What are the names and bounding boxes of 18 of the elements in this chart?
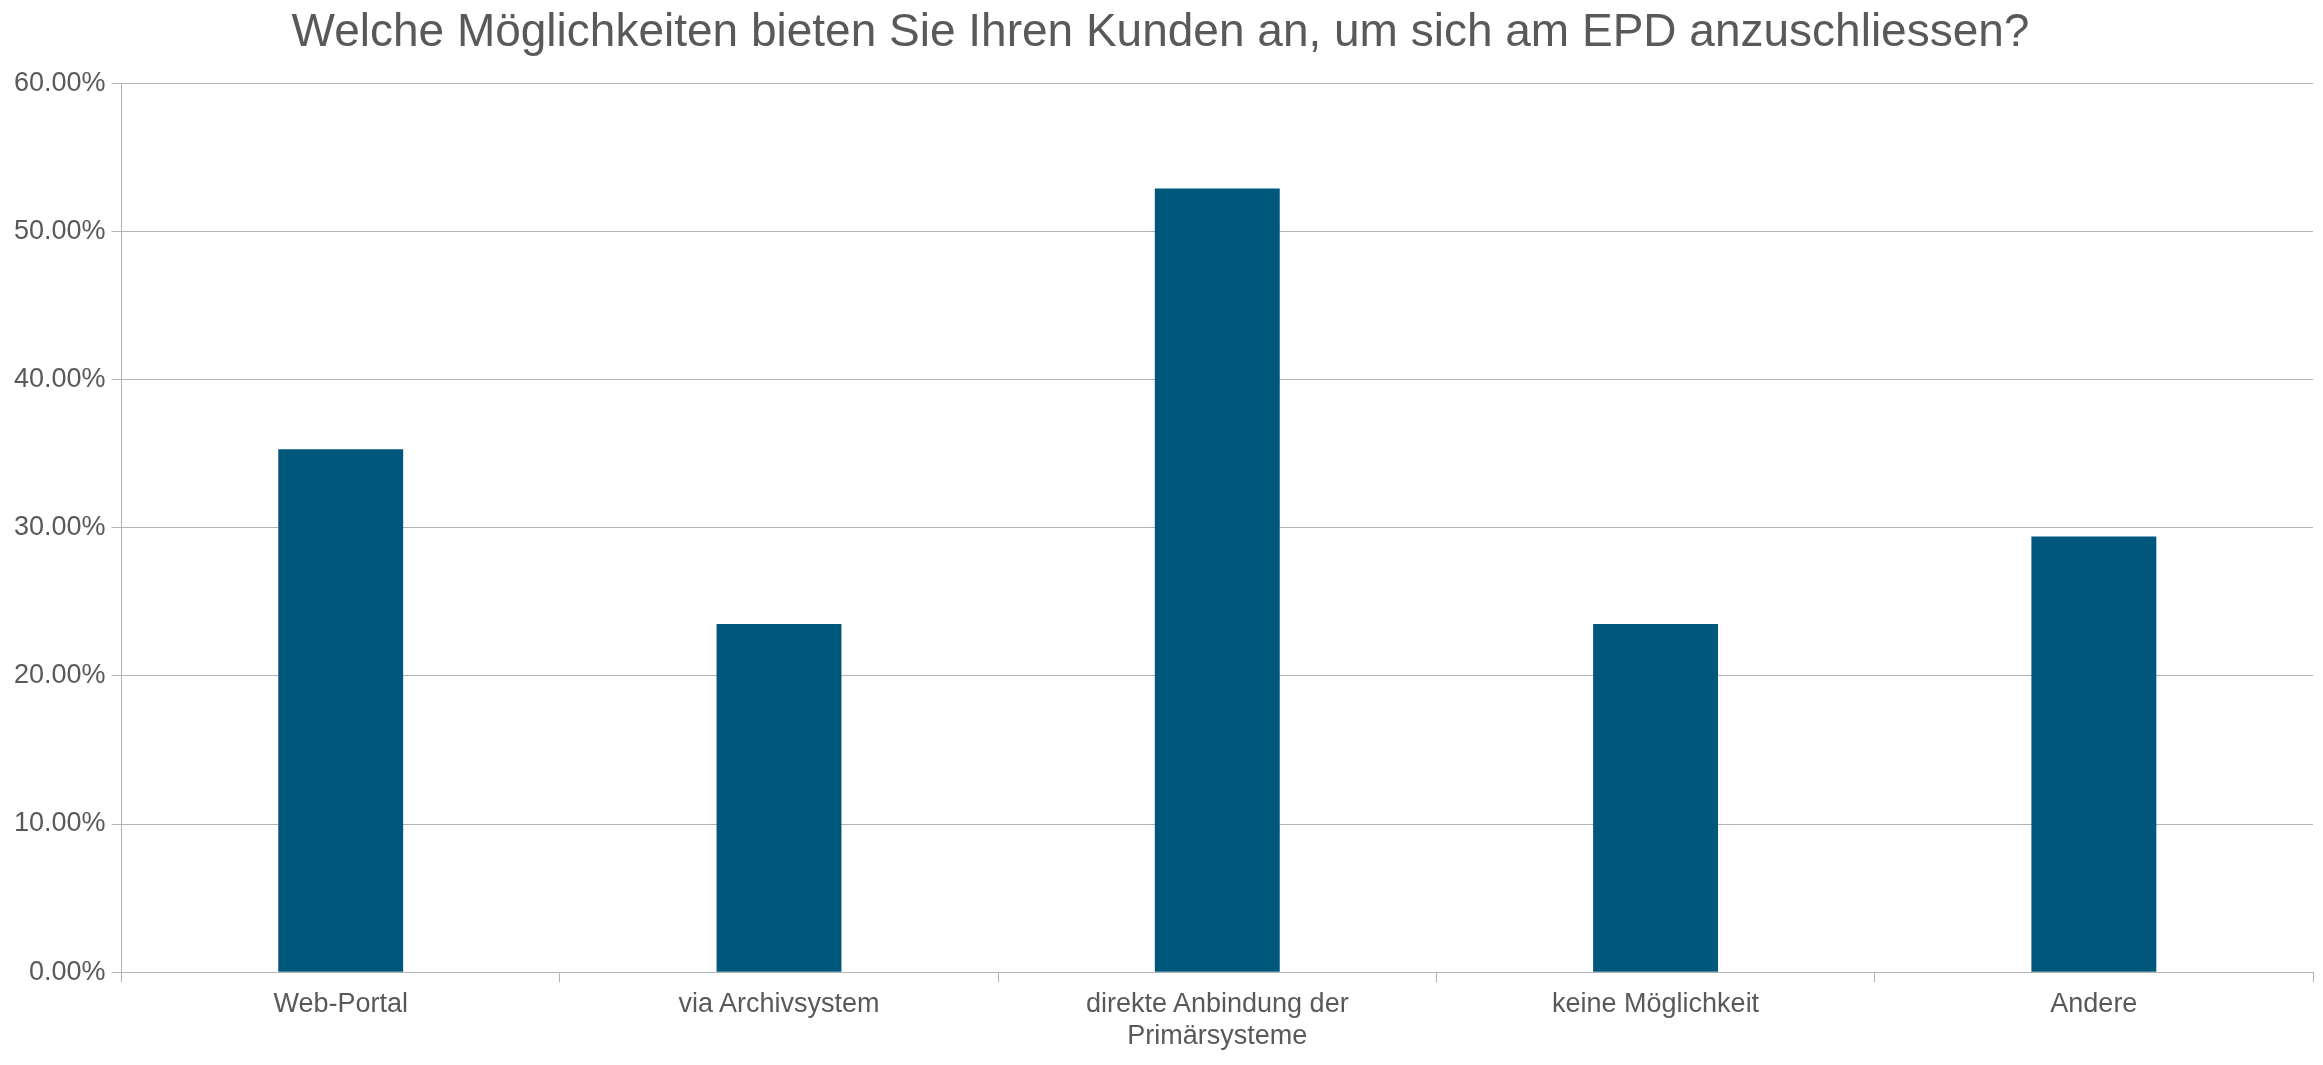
y-tick-label: 50.00% [14, 214, 106, 245]
y-tick-label: 40.00% [14, 362, 106, 393]
bar [2031, 536, 2157, 972]
bar [278, 449, 404, 972]
bar [1593, 624, 1719, 972]
y-tick-label: 10.00% [14, 807, 106, 838]
x-tick-label: Web-Portal [273, 987, 408, 1018]
chart-title: Welche Möglichkeiten bieten Sie Ihren Kunden an, um sich am EPD anzuschliessen? [291, 4, 2030, 57]
y-tick-label: 60.00% [14, 66, 106, 97]
x-tick-label: keine Möglichkeit [1552, 987, 1760, 1018]
bar [1154, 188, 1280, 972]
bar [716, 624, 842, 972]
x-tick-label: Andere [2050, 987, 2138, 1018]
y-tick-label: 30.00% [14, 511, 106, 542]
y-tick-label: 0.00% [29, 955, 106, 986]
y-tick-label: 20.00% [14, 659, 106, 690]
x-tick-label: direkte Anbindung der Primärsysteme [1085, 987, 1349, 1051]
x-tick-label: via Archivsystem [678, 987, 880, 1018]
